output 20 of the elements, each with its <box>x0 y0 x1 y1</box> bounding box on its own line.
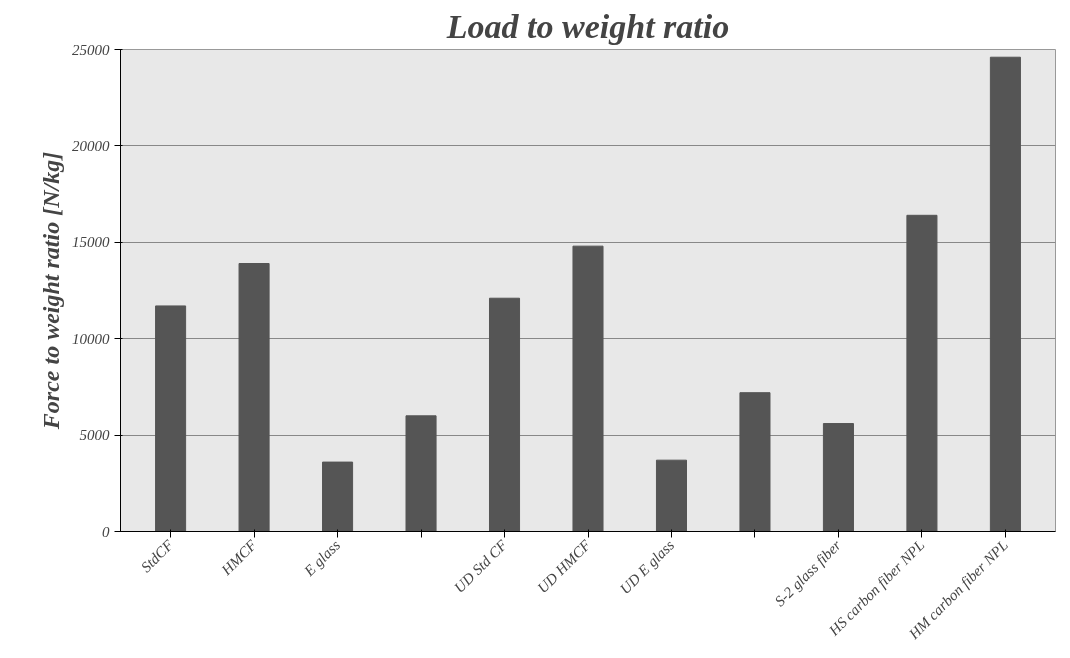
bar <box>238 263 270 532</box>
y-tick-label: 10000 <box>72 330 110 347</box>
bar <box>155 305 187 532</box>
bar <box>405 415 437 532</box>
y-tick-label: 0 <box>102 523 110 540</box>
y-axis-title: Force to weight ratio [N/kg] <box>38 151 64 431</box>
y-tick-label: 15000 <box>72 234 110 251</box>
y-tick-label: 20000 <box>72 137 110 154</box>
bar <box>989 56 1021 532</box>
bar <box>822 423 854 532</box>
y-tick-label: 5000 <box>79 427 110 444</box>
bar <box>572 245 604 532</box>
x-tick-label: UD Std CF <box>451 536 511 596</box>
bar <box>488 297 521 532</box>
bar <box>739 392 771 532</box>
bar <box>322 461 354 532</box>
bar <box>655 459 688 532</box>
chart-title: Load to weight ratio <box>445 7 730 45</box>
y-tick-label: 25000 <box>72 41 110 58</box>
bar <box>906 214 938 532</box>
